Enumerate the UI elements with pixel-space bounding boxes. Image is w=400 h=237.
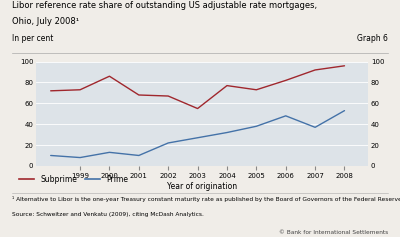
Text: In per cent: In per cent [12, 34, 53, 43]
Text: Libor reference rate share of outstanding US adjustable rate mortgages,: Libor reference rate share of outstandin… [12, 1, 317, 10]
X-axis label: Year of origination: Year of origination [167, 182, 237, 191]
Text: ¹ Alternative to Libor is the one-year Treasury constant maturity rate as publis: ¹ Alternative to Libor is the one-year T… [12, 196, 400, 201]
Text: Graph 6: Graph 6 [357, 34, 388, 43]
Legend: Subprime, Prime: Subprime, Prime [16, 172, 131, 187]
Text: © Bank for International Settlements: © Bank for International Settlements [279, 230, 388, 235]
Text: Source: Schweitzer and Venkatu (2009), citing McDash Analytics.: Source: Schweitzer and Venkatu (2009), c… [12, 212, 204, 217]
Text: Ohio, July 2008¹: Ohio, July 2008¹ [12, 17, 79, 26]
